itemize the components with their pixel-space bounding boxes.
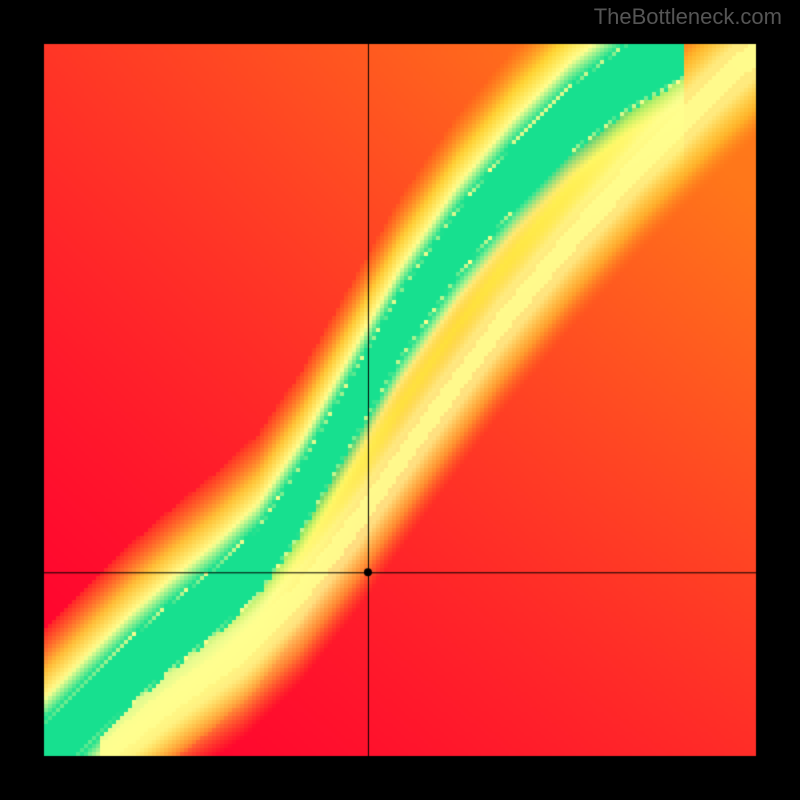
heatmap-canvas (0, 0, 800, 800)
watermark-label: TheBottleneck.com (594, 4, 782, 30)
heatmap-chart (0, 0, 800, 800)
